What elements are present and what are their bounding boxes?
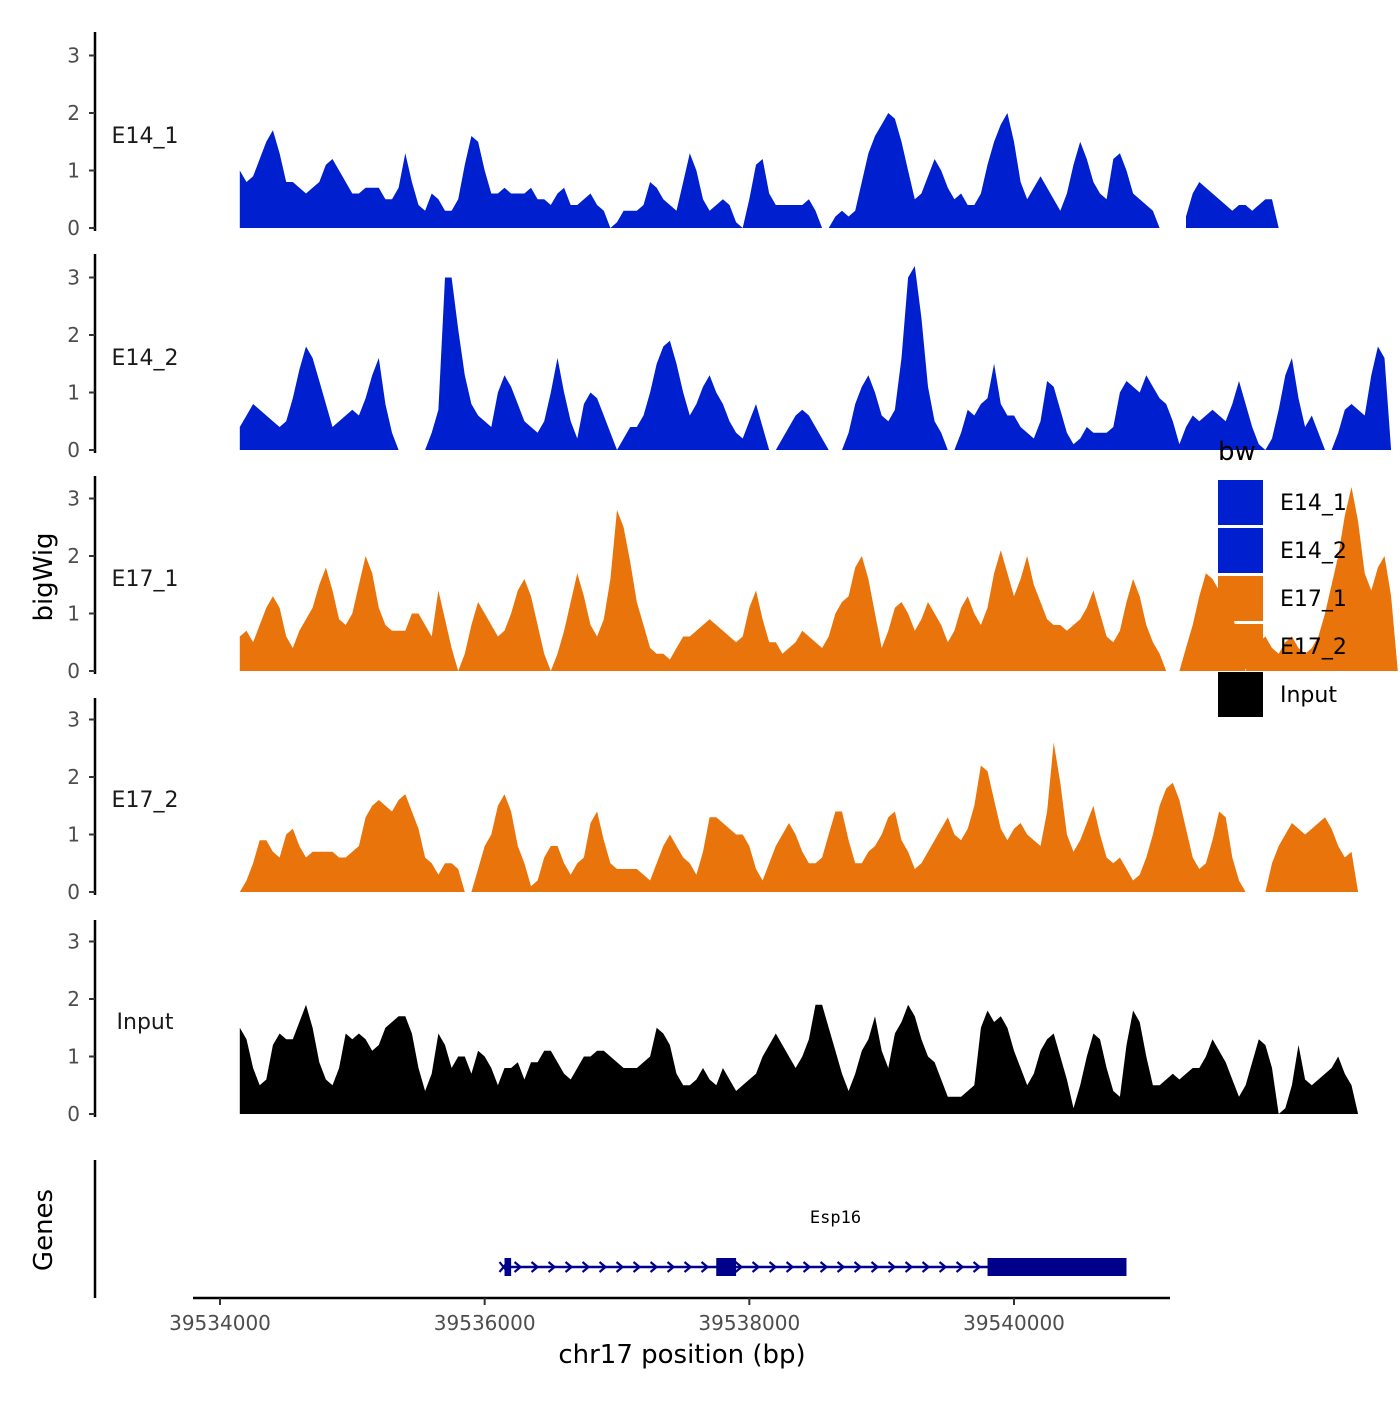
strand-arrow	[802, 1261, 812, 1273]
strand-arrow	[870, 1261, 880, 1273]
track-label-E14_2: E14_2	[112, 346, 179, 371]
track-E14_1: 0 1 2 3 E14_1	[67, 32, 1279, 240]
track-label-Input: Input	[117, 1010, 174, 1035]
legend-label-E14_1: E14_1	[1280, 491, 1347, 516]
legend-swatch-E17_2	[1218, 624, 1263, 669]
strand-arrow	[581, 1261, 591, 1273]
strand-arrow	[904, 1261, 914, 1273]
track-y-tick-label: 3	[67, 487, 80, 511]
coverage-area-E14_2	[425, 277, 829, 450]
legend: bw E14_1 E14_2 E17_1 E17_2 Input	[1218, 437, 1347, 717]
strand-arrow	[836, 1261, 846, 1273]
track-y-tick-label: 2	[67, 987, 80, 1011]
strand-arrow	[632, 1261, 642, 1273]
gene-Esp16: Esp16	[498, 1208, 1127, 1276]
strand-arrow	[768, 1261, 778, 1273]
track-y-tick-label: 3	[67, 266, 80, 290]
strand-arrow	[751, 1261, 761, 1273]
track-y-tick-label: 1	[67, 159, 80, 183]
legend-label-E17_2: E17_2	[1280, 635, 1347, 660]
track-y-tick-label: 1	[67, 381, 80, 405]
x-tick-label: 39534000	[169, 1311, 271, 1335]
gene-exon	[504, 1258, 512, 1276]
legend-swatch-E14_2	[1218, 528, 1263, 573]
track-label-E17_2: E17_2	[112, 788, 179, 813]
gene-exon	[987, 1258, 1127, 1276]
x-axis: 39534000 39536000 39538000 39540000	[169, 1296, 1170, 1335]
strand-arrow	[853, 1261, 863, 1273]
legend-swatch-Input	[1218, 672, 1263, 717]
strand-arrow	[955, 1261, 965, 1273]
x-tick-label: 39540000	[963, 1311, 1065, 1335]
track-y-tick-label: 1	[67, 602, 80, 626]
track-Input: 0 1 2 3 Input	[67, 920, 1359, 1126]
genes-panel: Esp16	[93, 1160, 1127, 1298]
strand-arrow	[700, 1261, 710, 1273]
track-y-tick-label: 0	[67, 880, 80, 904]
x-tick-label: 39536000	[434, 1311, 536, 1335]
legend-title: bw	[1218, 437, 1256, 467]
coverage-area-E14_2	[239, 346, 399, 450]
legend-label-Input: Input	[1280, 683, 1337, 708]
x-axis-title: chr17 position (bp)	[558, 1340, 805, 1370]
track-y-tick-label: 2	[67, 544, 80, 568]
x-tick-label: 39538000	[698, 1311, 800, 1335]
coverage-area-E14_1	[239, 113, 1160, 228]
track-y-tick-label: 1	[67, 1045, 80, 1069]
track-y-tick-label: 2	[67, 101, 80, 125]
strand-arrow	[921, 1261, 931, 1273]
bigwig-tracks: 0 1 2 3 E14_1 0 1 2 3 E14_2 0 1 2 3 E17_1 0 1 2 3 E17_2 0 1 2 3…	[67, 32, 1398, 1126]
coverage-area-E14_2	[842, 266, 1392, 450]
strand-arrow	[819, 1261, 829, 1273]
track-E17_1: 0 1 2 3 E17_1	[67, 476, 1398, 683]
strand-arrow	[530, 1261, 540, 1273]
coverage-area-E17_1	[239, 510, 1167, 671]
coverage-area-E17_2	[239, 742, 1246, 892]
y-axis-title: bigWig	[29, 532, 59, 621]
legend-label-E14_2: E14_2	[1280, 539, 1347, 564]
track-y-tick-label: 0	[67, 216, 80, 240]
genes-axis-title: Genes	[29, 1189, 59, 1271]
strand-arrow	[785, 1261, 795, 1273]
track-label-E17_1: E17_1	[112, 567, 179, 592]
strand-arrow	[938, 1261, 948, 1273]
track-y-tick-label: 0	[67, 1102, 80, 1126]
legend-swatch-E17_1	[1218, 576, 1263, 621]
track-y-tick-label: 3	[67, 708, 80, 732]
strand-arrow	[598, 1261, 608, 1273]
track-label-E14_1: E14_1	[112, 124, 179, 149]
legend-swatch-E14_1	[1218, 480, 1263, 525]
gene-name-label: Esp16	[810, 1208, 861, 1228]
track-E14_2: 0 1 2 3 E14_2	[67, 254, 1392, 462]
strand-arrow	[683, 1261, 693, 1273]
track-y-tick-label: 0	[67, 659, 80, 683]
strand-arrow	[734, 1261, 744, 1273]
strand-arrow	[972, 1261, 982, 1273]
strand-arrow	[649, 1261, 659, 1273]
track-E17_2: 0 1 2 3 E17_2	[67, 698, 1359, 904]
track-y-tick-label: 0	[67, 438, 80, 462]
strand-arrow	[547, 1261, 557, 1273]
track-y-tick-label: 1	[67, 823, 80, 847]
legend-label-E17_1: E17_1	[1280, 587, 1347, 612]
track-y-tick-label: 3	[67, 930, 80, 954]
strand-arrow	[513, 1261, 523, 1273]
coverage-area-E17_2	[1265, 817, 1359, 892]
coverage-area-E14_1	[1186, 182, 1279, 228]
strand-arrow	[564, 1261, 574, 1273]
track-y-tick-label: 3	[67, 44, 80, 68]
strand-arrow	[615, 1261, 625, 1273]
strand-arrow	[887, 1261, 897, 1273]
gene-exon	[716, 1258, 737, 1276]
strand-arrow	[666, 1261, 676, 1273]
track-y-tick-label: 2	[67, 765, 80, 789]
track-y-tick-label: 2	[67, 323, 80, 347]
coverage-area-Input	[239, 1004, 1359, 1114]
